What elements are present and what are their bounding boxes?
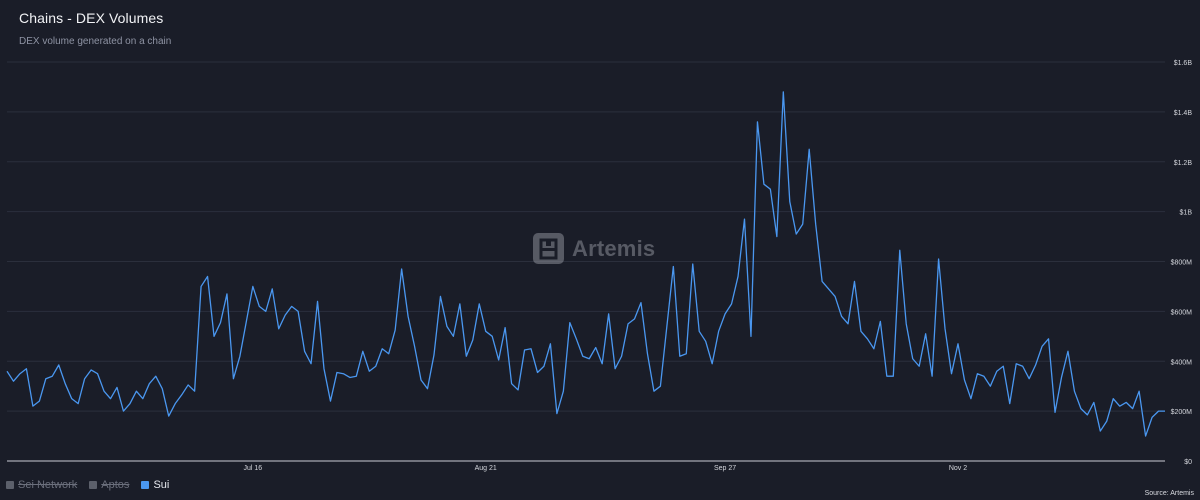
x-tick-label: Jul 16 [243, 465, 262, 472]
y-tick-label: $0 [1184, 459, 1192, 466]
y-axis-ticks: $0 $200M $400M $600M $800M $1B $1.2B $1.4B $1.6B [1171, 60, 1193, 466]
x-tick-label: Aug 21 [475, 465, 497, 472]
chart-series [6, 91, 1165, 437]
chart-legend: Sei Network Aptos Sui [6, 479, 169, 491]
watermark-text: Artemis [572, 235, 656, 261]
series-line-sui [6, 91, 1165, 437]
y-tick-label: $600M [1171, 309, 1193, 316]
y-tick-label: $200M [1171, 409, 1193, 416]
y-tick-label: $800M [1171, 260, 1193, 267]
chart-subtitle: DEX volume generated on a chain [19, 36, 172, 47]
source-credit: Source: Artemis [1144, 490, 1194, 497]
y-tick-label: $1B [1180, 210, 1193, 217]
y-tick-label: $1.2B [1174, 160, 1193, 167]
legend-swatch-sui [141, 481, 150, 489]
x-axis-ticks: Jul 16 Aug 21 Sep 27 Nov 2 [243, 465, 967, 472]
chart-title: Chains - DEX Volumes [19, 10, 164, 26]
legend-swatch [6, 481, 14, 489]
x-tick-label: Nov 2 [949, 465, 967, 472]
legend-swatch [89, 481, 98, 489]
legend-label: Sei Network [18, 479, 78, 491]
y-tick-label: $1.6B [1174, 60, 1193, 67]
artemis-logo-icon [533, 233, 564, 264]
legend-item-sei-network[interactable]: Sei Network [6, 479, 77, 491]
x-tick-label: Sep 27 [714, 465, 736, 472]
chart-grid [7, 61, 1165, 462]
legend-label: Aptos [101, 479, 130, 491]
legend-item-sui[interactable]: Sui [141, 479, 169, 491]
y-tick-label: $400M [1171, 359, 1193, 366]
legend-label: Sui [153, 479, 170, 491]
artemis-watermark: Artemis [533, 233, 655, 264]
y-tick-label: $1.4B [1174, 110, 1193, 117]
legend-item-aptos[interactable]: Aptos [89, 479, 129, 491]
